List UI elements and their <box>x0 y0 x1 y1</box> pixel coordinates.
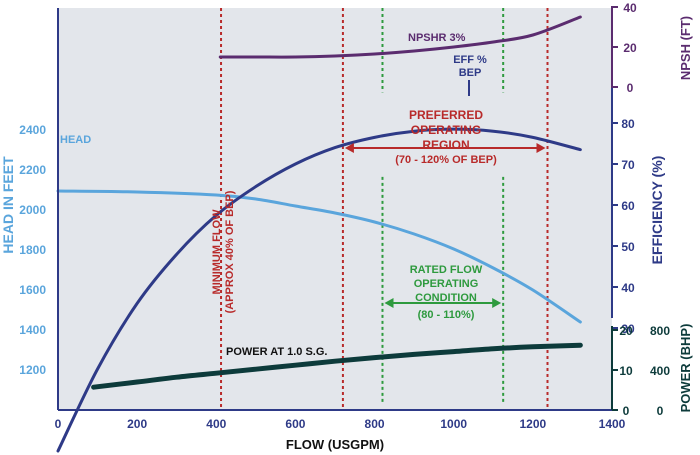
minimum-flow-label: MINIMUM FLOW(APPROX 40% OF BEP) <box>211 190 236 313</box>
rated-flow-label: RATED FLOW <box>410 264 483 276</box>
npshr-curve-label: NPSHR 3% <box>408 32 466 44</box>
head-tick-label: 2000 <box>19 203 46 217</box>
efficiency-tick-label: 50 <box>621 240 635 254</box>
preferred-region-label: REGION <box>422 138 469 152</box>
eff-label: EFF % <box>453 54 487 66</box>
annotations: MINIMUM FLOW(APPROX 40% OF BEP) PREFERRED… <box>60 32 546 358</box>
rated-range-label: (80 - 110%) <box>418 309 475 321</box>
rated-arrow-head-left <box>384 298 394 308</box>
power-tick-label-small: 0 <box>623 404 630 418</box>
efficiency-tick-label: 60 <box>621 199 635 213</box>
x-tick-label: 1400 <box>599 417 626 431</box>
reference-lines <box>220 8 549 410</box>
series-npsh-line <box>218 15 582 59</box>
x-axis-title: FLOW (USGPM) <box>286 437 384 452</box>
npsh-tick-label: 20 <box>623 41 637 55</box>
x-tick-label: 1200 <box>520 417 547 431</box>
power-tick-label-bhp: 0 <box>657 404 664 418</box>
curves <box>56 15 583 453</box>
power-tick-label-bhp: 400 <box>650 364 670 378</box>
efficiency-tick-label: 40 <box>621 281 635 295</box>
rated-arrow-head-right <box>492 298 502 308</box>
head-tick-label: 1800 <box>19 243 46 257</box>
npsh-tick-label: 40 <box>623 1 637 15</box>
preferred-arrow-head-right <box>536 143 546 153</box>
series-efficiency-line <box>56 127 582 453</box>
power-axis-title: POWER (BHP) <box>678 324 693 413</box>
x-tick-label: 800 <box>365 417 385 431</box>
head-tick-label: 1400 <box>19 323 46 337</box>
head-curve-label: HEAD <box>60 134 91 146</box>
preferred-region-label: OPERATING <box>411 123 481 137</box>
minimum-flow-line: MINIMUM FLOW <box>211 209 223 295</box>
efficiency-axis-title: EFFICIENCY (%) <box>649 156 665 265</box>
rated-flow-label: CONDITION <box>415 292 477 304</box>
head-tick-label: 1600 <box>19 283 46 297</box>
plot-panel <box>58 8 612 410</box>
series-head-line <box>56 189 582 324</box>
power-tick-label-small: 10 <box>619 364 633 378</box>
minimum-flow-line: (APPROX 40% OF BEP) <box>224 190 236 313</box>
series-power-line <box>91 342 583 390</box>
efficiency-tick-label: 30 <box>621 322 635 336</box>
x-tick-label: 0 <box>55 417 62 431</box>
npsh-axis-title: NPSH (FT) <box>678 16 693 80</box>
preferred-range-label: (70 - 120% OF BEP) <box>395 154 497 166</box>
power-curve-label: POWER AT 1.0 S.G. <box>226 346 327 358</box>
preferred-arrow-head-left <box>344 143 354 153</box>
efficiency-tick-label: 80 <box>621 117 635 131</box>
preferred-region-label: PREFERRED <box>409 108 483 122</box>
bep-label: BEP <box>459 67 482 79</box>
power-tick-label-bhp: 800 <box>650 324 670 338</box>
x-tick-label: 1000 <box>440 417 467 431</box>
rated-flow-label: OPERATING <box>414 278 479 290</box>
efficiency-tick-label: 70 <box>621 158 635 172</box>
power-tick-label-small: 20 <box>619 324 633 338</box>
head-axis-title: HEAD IN FEET <box>0 156 16 254</box>
plot-background <box>58 8 612 410</box>
head-tick-label: 1200 <box>19 363 46 377</box>
x-tick-label: 400 <box>206 417 226 431</box>
head-tick-label: 2200 <box>19 163 46 177</box>
x-tick-label: 200 <box>127 417 147 431</box>
head-tick-label: 2400 <box>19 123 46 137</box>
x-tick-label: 600 <box>285 417 305 431</box>
npsh-tick-label: 0 <box>627 81 634 95</box>
